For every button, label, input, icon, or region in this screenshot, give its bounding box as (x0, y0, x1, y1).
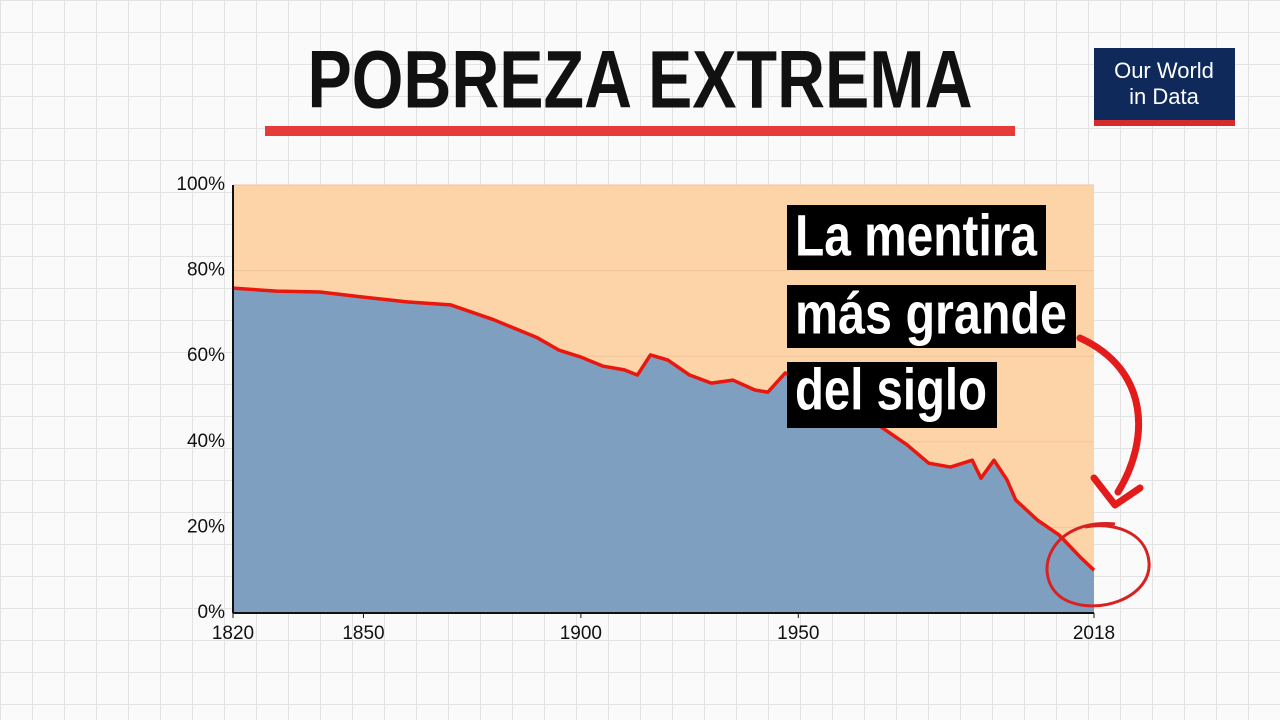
area (233, 288, 1094, 613)
logo-text: Our World (1114, 58, 1214, 83)
x-tick-label: 1820 (212, 623, 254, 644)
title-underline (265, 126, 1015, 136)
annotation-box (787, 285, 1076, 348)
y-tick-label: 100% (176, 174, 225, 195)
y-tick-label: 20% (187, 516, 225, 537)
line (232, 286, 1096, 572)
arrow-head (1090, 474, 1144, 509)
annotation: La mentira más grande del siglo (787, 203, 1151, 608)
y-tick-label: 0% (198, 602, 226, 623)
annotation-text: La mentira (795, 203, 1038, 268)
x-tick-label: 1950 (777, 623, 819, 644)
y-tick-label: 60% (187, 345, 225, 366)
y-tick-label: 80% (187, 260, 225, 281)
logo-box (1094, 48, 1235, 121)
x-tick-label: 1900 (560, 623, 602, 644)
x-tick-label: 2018 (1073, 623, 1115, 644)
annotation-text: del siglo (795, 357, 987, 422)
chart-title: POBREZA EXTREMA (308, 35, 973, 126)
arrow (1076, 334, 1143, 496)
logo-text: in Data (1129, 84, 1199, 109)
annotation-box (787, 362, 997, 428)
annotation-box (787, 205, 1046, 270)
circle-highlight (1045, 522, 1151, 608)
logo-bar (1094, 120, 1235, 126)
x-tick-label: 1850 (342, 623, 384, 644)
annotation-text: más grande (795, 281, 1067, 346)
y-tick-label: 40% (187, 431, 225, 452)
